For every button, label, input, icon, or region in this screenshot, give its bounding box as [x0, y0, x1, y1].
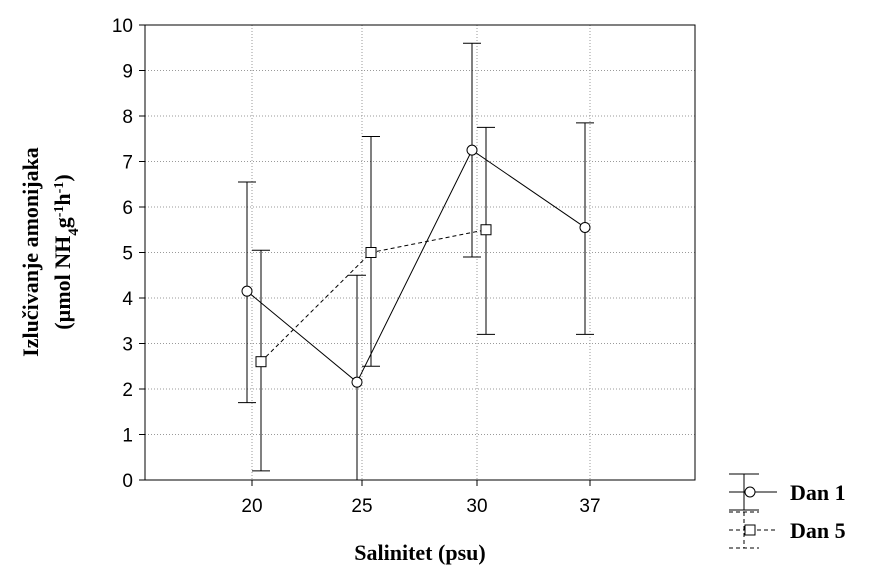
point-dan-5-20 — [255, 356, 267, 368]
legend-dan-1-label: Dan 1 — [790, 480, 846, 505]
series-layer — [238, 42, 594, 481]
y-axis-title-line2: (µmol NH4g-1h-1) — [50, 174, 82, 329]
legend-dan-5-marker — [744, 524, 756, 536]
legend-item-dan-5: Dan 5 — [729, 511, 846, 549]
y-tick-label-1: 1 — [122, 426, 133, 447]
x-axis-title: Salinitet (psu) — [354, 540, 485, 565]
y-axis-title-suffix: ) — [50, 174, 75, 181]
y-tick-label-5: 5 — [122, 244, 133, 265]
point-dan-1-20 — [241, 285, 253, 297]
y-axis: 0 1 2 3 4 5 6 7 8 9 10 — [112, 16, 145, 492]
y-axis-title-mid1: g — [50, 217, 75, 228]
legend: Dan 1 Dan 5 — [729, 473, 846, 549]
point-dan-1-37 — [579, 221, 591, 233]
x-axis: 20 25 30 37 — [241, 480, 601, 517]
legend-item-dan-1: Dan 1 — [729, 473, 846, 511]
y-axis-title-sup1: -1 — [52, 206, 67, 218]
legend-dan-1-marker — [744, 486, 756, 498]
y-tick-label-8: 8 — [122, 107, 133, 128]
y-tick-label-10: 10 — [112, 16, 133, 37]
plot-area — [145, 25, 695, 480]
y-axis-title-sub: 4 — [66, 228, 82, 236]
y-tick-label-0: 0 — [122, 471, 133, 492]
y-axis-title-mid2: h — [50, 193, 75, 205]
x-tick-label-25: 25 — [351, 496, 372, 517]
x-tick-label-20: 20 — [241, 496, 262, 517]
y-tick-label-2: 2 — [122, 380, 133, 401]
y-tick-label-7: 7 — [122, 153, 133, 174]
point-dan-1-25 — [351, 376, 363, 388]
y-tick-label-6: 6 — [122, 198, 133, 219]
y-tick-label-4: 4 — [122, 289, 133, 310]
point-dan-5-25 — [365, 247, 377, 258]
series-line-dan-1 — [246, 149, 586, 383]
point-dan-5-30 — [480, 224, 492, 236]
y-tick-label-9: 9 — [122, 62, 133, 83]
y-tick-label-3: 3 — [122, 335, 133, 356]
y-axis-title-sup2: -1 — [52, 182, 67, 194]
y-axis-title-line1: Izlučivanje amonijaka — [18, 147, 43, 357]
grid — [145, 25, 695, 480]
y-axis-title-prefix: (µmol NH — [50, 236, 75, 330]
point-dan-1-30 — [466, 144, 478, 156]
x-tick-label-37: 37 — [579, 496, 600, 517]
legend-dan-5-label: Dan 5 — [790, 518, 846, 543]
x-tick-label-30: 30 — [466, 496, 487, 517]
